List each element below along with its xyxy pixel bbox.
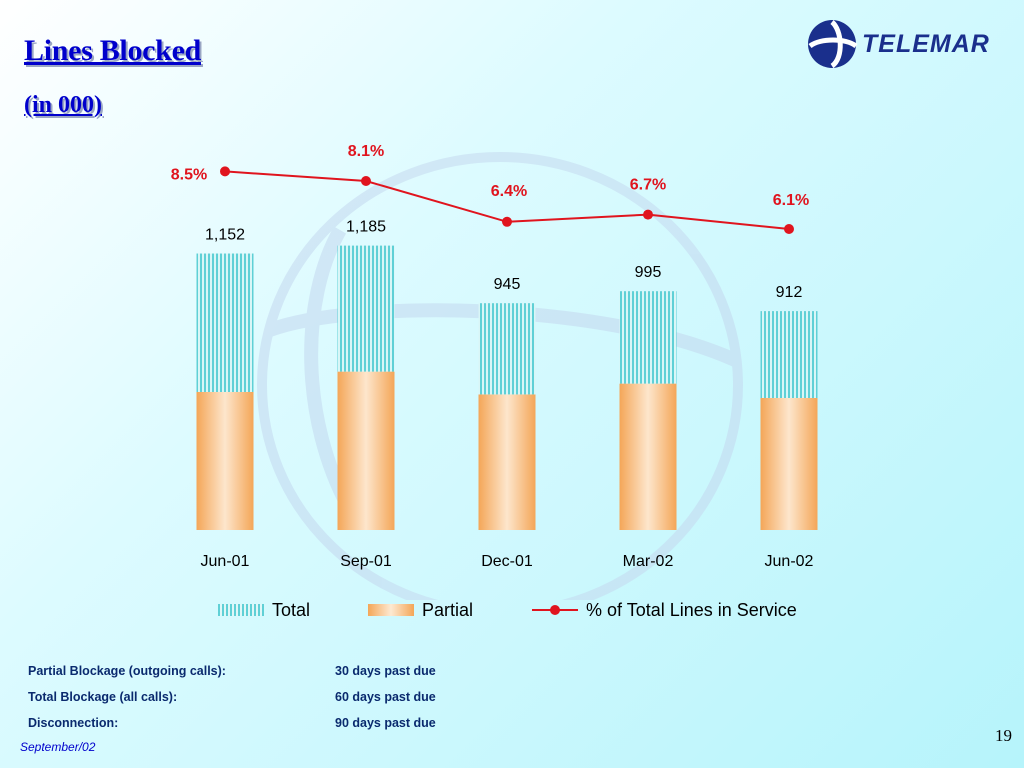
bar-value-label: 995 [635, 264, 662, 281]
x-tick-label: Jun-02 [765, 553, 814, 570]
page-number: 19 [995, 726, 1012, 745]
bar-partial [760, 398, 818, 530]
chart-legend: Total Partial % of Total Lines in Servic… [0, 598, 1024, 622]
bar-total [760, 311, 818, 398]
note-label: Total Blockage (all calls): [28, 690, 178, 704]
note-label: Disconnection: [28, 716, 119, 730]
percent-point [784, 224, 794, 234]
x-tick-label: Dec-01 [481, 553, 533, 570]
footer-date: September/02 [20, 740, 96, 754]
note-value: 60 days past due [335, 690, 436, 704]
percent-point [220, 166, 230, 177]
bar-value-label: 945 [494, 276, 521, 293]
note-label: Partial Blockage (outgoing calls): [28, 664, 226, 678]
legend-swatch-total [218, 604, 264, 616]
percent-point [502, 216, 512, 227]
percent-label: 8.5% [171, 166, 207, 183]
legend-label-partial: Partial [422, 599, 474, 620]
legend-swatch-partial [368, 604, 414, 616]
bar-value-label: 912 [776, 284, 803, 301]
percent-label: 6.7% [630, 177, 666, 194]
percent-label: 6.4% [491, 183, 527, 200]
legend-label-percent: % of Total Lines in Service [586, 599, 797, 620]
note-value: 90 days past due [335, 716, 436, 730]
bar-partial [478, 394, 536, 530]
bar-total [337, 245, 395, 372]
bar-partial [196, 392, 254, 530]
lines-blocked-chart: 1,152 Jun-01 1,185 Sep-01 945 Dec-01 995 Mar-02… [171, 143, 818, 600]
globe-logo-icon [808, 20, 858, 69]
percent-label: 8.1% [348, 143, 384, 160]
legend-item-total: Total [218, 598, 310, 622]
bar-total [478, 303, 536, 395]
logo-text: TELEMAR [862, 30, 990, 58]
x-tick-label: Jun-01 [201, 553, 250, 570]
percent-point [361, 176, 371, 186]
page-subtitle: (in 000) [24, 92, 102, 118]
bar-partial [337, 371, 395, 530]
x-tick-label: Mar-02 [623, 553, 674, 570]
legend-item-percent: % of Total Lines in Service [532, 598, 797, 622]
page-title: Lines Blocked [24, 34, 201, 67]
bar-partial [619, 383, 677, 530]
note-value: 30 days past due [335, 664, 436, 678]
bar-value-label: 1,152 [205, 227, 245, 244]
x-tick-label: Sep-01 [340, 553, 392, 570]
legend-label-total: Total [272, 599, 311, 620]
legend-swatch-percent [532, 604, 578, 616]
bar-total [196, 253, 254, 392]
legend-item-partial: Partial [368, 598, 473, 622]
percent-point [643, 209, 653, 220]
percent-label: 6.1% [773, 192, 809, 209]
bar-value-label: 1,185 [346, 219, 386, 236]
telemar-logo: TELEMAR [806, 16, 1016, 72]
bar-total [619, 291, 677, 384]
